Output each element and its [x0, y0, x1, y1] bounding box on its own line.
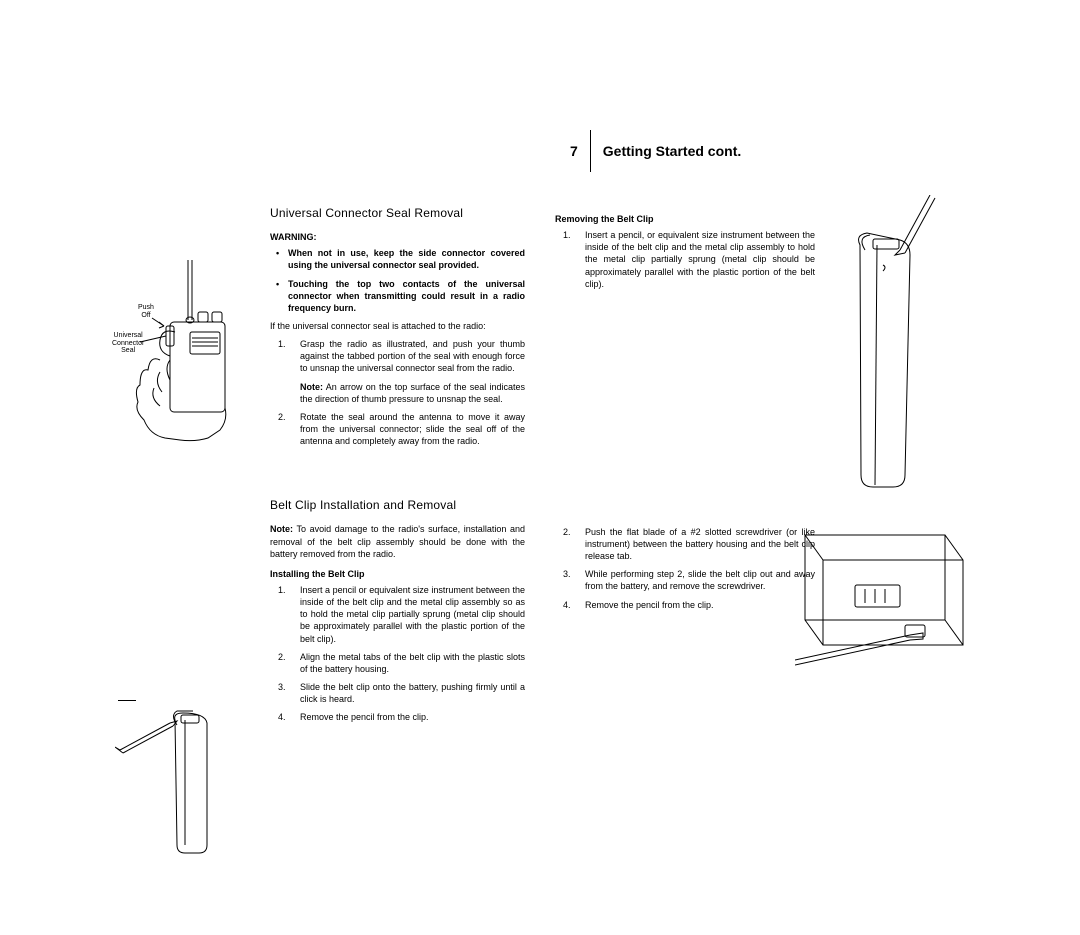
page-number: 7 [570, 143, 590, 159]
right-column: Removing the Belt Clip Insert a pencil, … [555, 205, 950, 729]
illustration-radio-hand: Push Off Universal Connector Seal [120, 260, 260, 460]
step-item: While performing step 2, slide the belt … [555, 568, 815, 592]
two-column-layout: Push Off Universal Connector Seal [130, 205, 950, 729]
illustration-belt-clip-install [115, 705, 245, 855]
step-item: Remove the pencil from the clip. [555, 599, 815, 611]
warning-label: WARNING: [270, 231, 525, 243]
step-item: Remove the pencil from the clip. [270, 711, 525, 723]
note-text: To avoid damage to the radio's surface, … [270, 524, 525, 558]
label-universal-seal: Universal Connector Seal [112, 332, 144, 355]
page-title: Getting Started cont. [591, 143, 741, 159]
section-belt-clip: Belt Clip Installation and Removal Note:… [270, 497, 525, 723]
section-universal-connector: Universal Connector Seal Removal WARNING… [270, 205, 525, 447]
warning-item: When not in use, keep the side connector… [288, 247, 525, 271]
page-content: 7 Getting Started cont. [130, 130, 950, 729]
step-item: Slide the belt clip onto the battery, pu… [270, 681, 525, 705]
step-item: Insert a pencil, or equivalent size inst… [555, 229, 815, 290]
warning-bullets: When not in use, keep the side connector… [288, 247, 525, 314]
step-item: Insert a pencil or equivalent size instr… [270, 584, 525, 645]
step-item: Rotate the seal around the antenna to mo… [270, 411, 525, 447]
heading-belt-clip: Belt Clip Installation and Removal [270, 497, 525, 513]
subhead-removing: Removing the Belt Clip [555, 213, 815, 225]
illustration-battery-housing [795, 525, 965, 685]
subhead-installing: Installing the Belt Clip [270, 568, 525, 580]
warning-item: Touching the top two contacts of the uni… [288, 278, 525, 314]
note-seal: Note: An arrow on the top surface of the… [300, 381, 525, 405]
page-header: 7 Getting Started cont. [570, 130, 741, 172]
illustration-belt-clip-pencil [805, 195, 955, 495]
install-steps: Insert a pencil or equivalent size instr… [270, 584, 525, 723]
note-belt-clip: Note: To avoid damage to the radio's sur… [270, 523, 525, 559]
note-label: Note: [270, 524, 293, 534]
note-text: An arrow on the top surface of the seal … [300, 382, 525, 404]
step-item: Push the flat blade of a #2 slotted scre… [555, 526, 815, 562]
margin-mark [118, 700, 136, 701]
note-label: Note: [300, 382, 323, 392]
seal-removal-steps-2: Rotate the seal around the antenna to mo… [270, 411, 525, 447]
right-text-block: Removing the Belt Clip Insert a pencil, … [555, 213, 815, 611]
step-item: Align the metal tabs of the belt clip wi… [270, 651, 525, 675]
left-column: Push Off Universal Connector Seal [130, 205, 525, 729]
heading-universal-connector: Universal Connector Seal Removal [270, 205, 525, 221]
remove-steps-a: Insert a pencil, or equivalent size inst… [555, 229, 815, 290]
seal-removal-steps: Grasp the radio as illustrated, and push… [270, 338, 525, 374]
step-item: Grasp the radio as illustrated, and push… [270, 338, 525, 374]
intro-text: If the universal connector seal is attac… [270, 320, 525, 332]
label-push-off: Push Off [138, 304, 154, 319]
remove-steps-b: Push the flat blade of a #2 slotted scre… [555, 526, 815, 611]
spacer-for-illustration [555, 296, 815, 526]
